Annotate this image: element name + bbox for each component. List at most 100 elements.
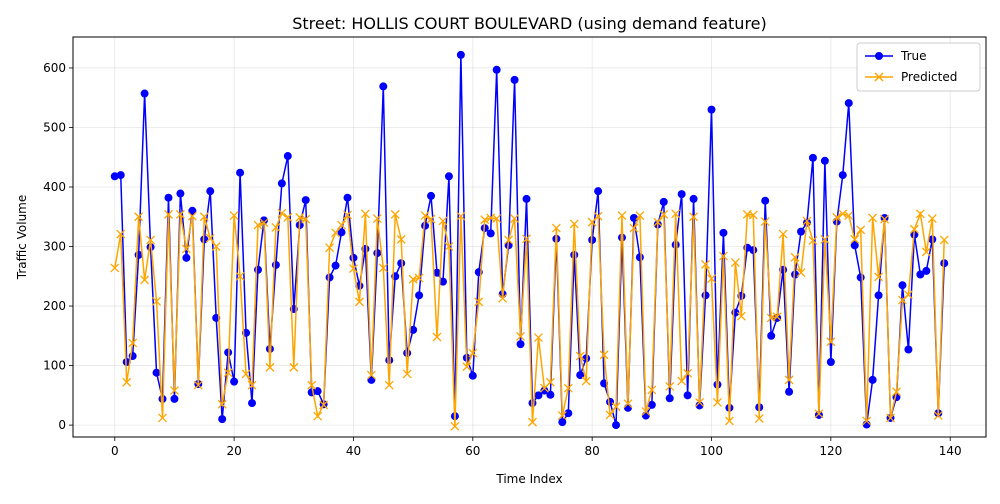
data-point-true <box>415 291 424 300</box>
data-point-true <box>277 179 286 188</box>
series-line-predicted <box>114 210 945 427</box>
data-point-predicted <box>140 275 150 285</box>
data-point-predicted <box>635 211 645 221</box>
data-point-predicted <box>128 338 138 348</box>
x-tick-label: 60 <box>465 444 480 458</box>
data-point-true <box>373 249 382 258</box>
data-point-true <box>224 348 233 357</box>
data-point-true <box>767 331 776 340</box>
data-point-true <box>236 168 245 177</box>
data-point-predicted <box>593 211 603 221</box>
data-point-predicted <box>933 411 943 421</box>
data-point-predicted <box>253 220 263 230</box>
data-point-true <box>612 421 621 430</box>
data-point-true <box>343 193 352 202</box>
data-point-true <box>379 82 388 91</box>
data-point-predicted <box>187 211 197 221</box>
data-point-true <box>922 266 931 275</box>
x-axis-label: Time Index <box>495 472 562 486</box>
data-point-true <box>522 194 531 203</box>
data-point-predicted <box>325 243 335 253</box>
data-point-predicted <box>599 350 609 360</box>
data-point-predicted <box>605 410 615 420</box>
data-point-predicted <box>647 385 657 395</box>
data-point-predicted <box>378 263 388 273</box>
data-point-true <box>218 415 227 424</box>
data-point-predicted <box>331 228 341 238</box>
data-point-true <box>880 213 889 222</box>
data-point-predicted <box>832 212 842 222</box>
legend-true-marker <box>875 52 883 60</box>
data-point-true <box>844 99 853 108</box>
data-point-true <box>814 410 823 419</box>
data-point-true <box>606 397 615 406</box>
data-point-true <box>785 387 794 396</box>
data-point-predicted <box>414 273 424 283</box>
data-point-true <box>349 253 358 262</box>
data-point-predicted <box>265 362 275 372</box>
data-point-true <box>683 391 692 400</box>
data-point-predicted <box>313 411 323 421</box>
data-point-true <box>421 221 430 230</box>
data-point-predicted <box>319 400 329 410</box>
data-point-predicted <box>349 264 358 274</box>
data-point-predicted <box>199 212 209 222</box>
data-point-true <box>641 411 650 420</box>
legend-true-label: True <box>900 49 927 63</box>
data-point-predicted <box>707 274 716 284</box>
data-point-predicted <box>575 351 585 361</box>
data-point-predicted <box>420 211 430 221</box>
data-point-predicted <box>569 219 579 229</box>
data-point-predicted <box>718 251 728 261</box>
data-point-true <box>140 89 149 98</box>
data-point-true <box>623 403 632 412</box>
data-point-predicted <box>271 223 281 232</box>
data-point-true <box>689 194 698 203</box>
data-point-true <box>916 270 925 279</box>
y-tick-label: 100 <box>43 359 66 373</box>
data-point-true <box>170 394 179 403</box>
legend: True Predicted <box>856 42 981 92</box>
data-point-predicted <box>778 229 788 239</box>
data-point-predicted <box>796 268 806 278</box>
data-point-predicted <box>122 377 132 387</box>
data-point-true <box>271 260 280 269</box>
data-point-predicted <box>366 370 376 380</box>
data-point-true <box>677 190 686 199</box>
data-point-true <box>940 259 949 268</box>
data-point-true <box>719 228 728 237</box>
data-point-true <box>534 391 543 400</box>
data-point-true <box>230 377 239 386</box>
data-point-true <box>248 399 257 408</box>
data-point-predicted <box>337 220 346 230</box>
data-point-predicted <box>880 214 890 224</box>
x-tick-label: 0 <box>111 444 119 458</box>
data-point-true <box>749 246 758 255</box>
data-point-predicted <box>808 236 818 246</box>
data-point-predicted <box>689 212 699 222</box>
data-point-predicted <box>659 209 669 219</box>
data-point-predicted <box>229 211 239 221</box>
data-point-predicted <box>384 380 394 390</box>
data-point-true <box>904 345 913 354</box>
data-point-predicted <box>193 380 203 390</box>
data-point-predicted <box>736 311 746 321</box>
data-point-true <box>206 187 215 196</box>
data-point-predicted <box>164 209 173 219</box>
plot-frame <box>72 36 987 438</box>
data-point-predicted <box>211 242 221 251</box>
data-point-true <box>761 196 770 205</box>
data-point-predicted <box>903 290 913 300</box>
data-point-true <box>456 50 465 59</box>
data-point-predicted <box>730 258 740 268</box>
data-point-predicted <box>468 348 478 358</box>
data-point-true <box>707 105 716 114</box>
data-point-true <box>152 368 161 377</box>
data-point-predicted <box>856 225 866 235</box>
data-point-predicted <box>205 233 215 243</box>
data-point-predicted <box>390 209 400 219</box>
data-point-predicted <box>432 332 442 342</box>
data-point-predicted <box>886 413 895 423</box>
data-point-predicted <box>295 212 305 222</box>
data-point-predicted <box>868 213 878 223</box>
